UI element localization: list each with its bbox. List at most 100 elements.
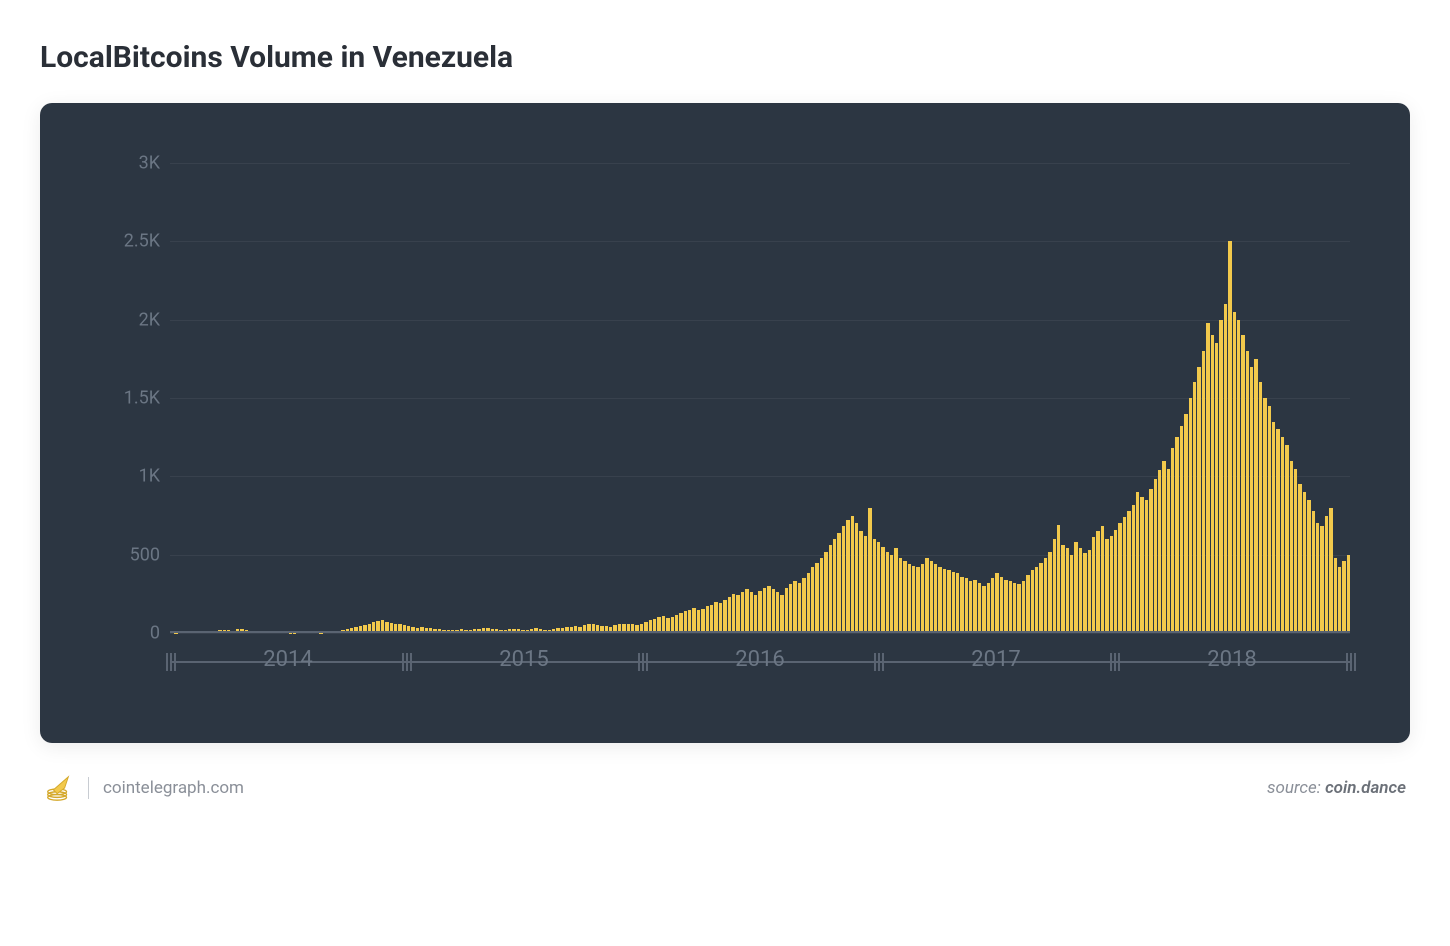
bar bbox=[855, 523, 858, 633]
bar bbox=[965, 578, 968, 633]
bar bbox=[1026, 575, 1029, 633]
bar bbox=[1233, 312, 1236, 633]
bar bbox=[881, 547, 884, 633]
bar bbox=[1307, 500, 1310, 633]
bar bbox=[859, 531, 862, 633]
bar bbox=[995, 573, 998, 633]
y-axis-label: 500 bbox=[100, 544, 160, 565]
bar bbox=[763, 588, 766, 633]
bar bbox=[1118, 523, 1121, 633]
bar bbox=[714, 602, 717, 633]
bar bbox=[1202, 351, 1205, 633]
y-axis-label: 1K bbox=[100, 466, 160, 487]
bar bbox=[1224, 304, 1227, 633]
chart-container: LocalBitcoins Volume in Venezuela 05001K… bbox=[40, 40, 1410, 803]
bar bbox=[1175, 437, 1178, 633]
x-tick bbox=[406, 653, 408, 671]
bar bbox=[1061, 545, 1064, 633]
bar bbox=[1101, 526, 1104, 633]
bar bbox=[934, 564, 937, 633]
bar bbox=[1158, 470, 1161, 633]
bar bbox=[1053, 539, 1056, 633]
bar bbox=[1228, 241, 1231, 633]
footer: cointelegraph.com source: coin.dance bbox=[40, 773, 1410, 803]
bar bbox=[1031, 570, 1034, 633]
bar bbox=[750, 592, 753, 633]
bar bbox=[1254, 359, 1257, 633]
bar bbox=[1070, 555, 1073, 633]
bar bbox=[1048, 552, 1051, 633]
bar bbox=[1154, 479, 1157, 633]
bar bbox=[719, 603, 722, 633]
bar bbox=[903, 561, 906, 633]
bar bbox=[789, 584, 792, 633]
bar bbox=[1000, 577, 1003, 633]
bar bbox=[908, 564, 911, 633]
bar bbox=[745, 589, 748, 633]
bar bbox=[1105, 539, 1108, 633]
site-name: cointelegraph.com bbox=[103, 778, 244, 798]
bar bbox=[1088, 550, 1091, 633]
bar bbox=[899, 558, 902, 633]
bar bbox=[1114, 530, 1117, 633]
bar bbox=[1250, 367, 1253, 633]
bar bbox=[833, 539, 836, 633]
bar bbox=[1347, 555, 1350, 633]
chart-title: LocalBitcoins Volume in Venezuela bbox=[40, 40, 1410, 75]
bar bbox=[793, 581, 796, 633]
bar bbox=[811, 567, 814, 633]
x-tick bbox=[170, 653, 172, 671]
bar bbox=[1338, 567, 1341, 633]
x-axis-label: 2017 bbox=[971, 647, 1020, 672]
bar bbox=[952, 572, 955, 633]
bars bbox=[170, 163, 1350, 633]
bar bbox=[829, 545, 832, 633]
bar bbox=[1013, 583, 1016, 633]
x-tick bbox=[1350, 653, 1352, 671]
bar bbox=[1259, 382, 1262, 633]
bar bbox=[692, 608, 695, 633]
bar bbox=[688, 610, 691, 634]
bar bbox=[1325, 516, 1328, 634]
bar bbox=[938, 567, 941, 633]
bar bbox=[824, 552, 827, 633]
bar bbox=[837, 533, 840, 633]
bar bbox=[1044, 558, 1047, 633]
bar bbox=[679, 613, 682, 633]
bar bbox=[842, 526, 845, 633]
bar bbox=[1057, 525, 1060, 633]
source-label: source: bbox=[1267, 778, 1321, 798]
bar bbox=[1294, 469, 1297, 634]
bar bbox=[1149, 489, 1152, 633]
bar bbox=[780, 595, 783, 633]
bar bbox=[701, 609, 704, 633]
bar bbox=[1110, 536, 1113, 633]
bar bbox=[982, 586, 985, 633]
y-axis-label: 3K bbox=[100, 153, 160, 174]
bar bbox=[1039, 563, 1042, 634]
bar bbox=[864, 536, 867, 633]
bar bbox=[754, 595, 757, 633]
bar bbox=[1066, 548, 1069, 633]
gridline bbox=[170, 633, 1350, 634]
bar bbox=[1189, 398, 1192, 633]
bar bbox=[1092, 537, 1095, 633]
bar bbox=[1074, 542, 1077, 633]
bar bbox=[1140, 497, 1143, 633]
footer-left: cointelegraph.com bbox=[44, 773, 244, 803]
y-axis-label: 2K bbox=[100, 309, 160, 330]
bar bbox=[868, 508, 871, 633]
bar bbox=[1035, 567, 1038, 633]
bar bbox=[1171, 448, 1174, 633]
bar bbox=[1136, 492, 1139, 633]
source-attribution: source: coin.dance bbox=[1267, 778, 1406, 798]
bar bbox=[1123, 517, 1126, 633]
bar bbox=[1276, 429, 1279, 633]
x-axis: 20142015201620172018 bbox=[170, 643, 1350, 693]
bar bbox=[1017, 584, 1020, 633]
bar bbox=[772, 589, 775, 633]
bar bbox=[1180, 426, 1183, 633]
bar bbox=[1162, 461, 1165, 633]
bar bbox=[1022, 581, 1025, 633]
bar bbox=[684, 611, 687, 633]
